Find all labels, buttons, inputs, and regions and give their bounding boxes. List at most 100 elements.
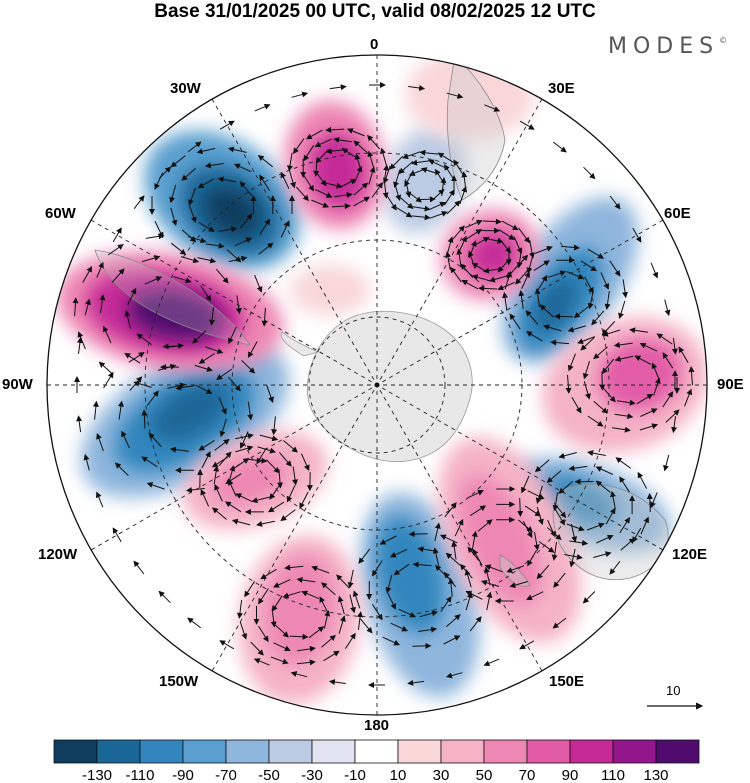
wind-arrow: [565, 374, 572, 394]
wind-arrow: [639, 423, 659, 431]
wind-arrow: [352, 590, 361, 609]
wind-arrow: [550, 339, 570, 346]
wind-arrow: [539, 304, 555, 318]
wind-arrow: [247, 401, 254, 421]
wind-arrow: [518, 227, 530, 244]
brand-text: MODES: [608, 34, 720, 59]
wind-arrow: [231, 518, 251, 526]
wind-arrow: [283, 440, 298, 453]
wind-arrow: [235, 295, 242, 315]
wind-arrow: [567, 325, 586, 333]
wind-arrow: [486, 591, 493, 611]
wind-arrow: [615, 457, 632, 469]
wind-arrow: [447, 577, 454, 597]
wind-arrow: [398, 196, 414, 210]
wind-arrow: [671, 337, 678, 355]
wind-arrow: [610, 490, 616, 510]
wind-arrow: [121, 430, 130, 449]
wind-arrow: [198, 221, 215, 232]
wind-arrow: [380, 147, 388, 167]
wind-arrow: [582, 360, 590, 380]
wind-arrow: [218, 451, 232, 467]
wind-arrow: [498, 238, 512, 254]
wind-arrow: [308, 626, 325, 639]
wind-arrow: [158, 590, 171, 604]
wind-arrow: [582, 591, 596, 604]
wind-arrow: [446, 614, 461, 627]
wind-arrow: [228, 465, 236, 484]
wind-arrow: [297, 645, 316, 652]
wind-arrow: [367, 150, 375, 170]
wind-arrow: [282, 591, 301, 599]
wind-arrow: [418, 626, 438, 633]
map-border: [46, 54, 708, 716]
wind-arrow: [609, 260, 621, 277]
anomaly-blob: [468, 232, 518, 278]
colorbar-swatch: [225, 739, 270, 764]
wind-arrow: [629, 327, 648, 334]
colorbar-tick-label: -70: [215, 767, 237, 783]
wind-arrow: [536, 564, 550, 580]
wind-arrow: [501, 220, 519, 231]
map-disc: [47, 55, 707, 715]
wind-arrow: [419, 149, 439, 156]
wind-arrow: [248, 457, 268, 464]
wind-arrow: [458, 235, 467, 254]
wind-arrow: [552, 141, 567, 153]
wind-arrow: [614, 355, 634, 362]
wind-arrow: [336, 574, 350, 589]
wind-arrow: [478, 285, 498, 292]
colorbar-swatch: [612, 739, 657, 764]
wind-arrow: [567, 353, 576, 372]
wind-arrow: [663, 454, 670, 472]
wind-arrow: [258, 588, 269, 605]
wind-arrow: [228, 376, 241, 392]
wind-arrow: [595, 480, 611, 493]
wind-arrow: [216, 368, 233, 380]
wind-arrow: [653, 377, 661, 396]
wind-arrow: [634, 355, 652, 366]
wind-arrow: [280, 509, 296, 522]
wind-arrow: [651, 362, 660, 381]
wind-arrow: [279, 452, 292, 467]
lon-label-120e: 120E: [672, 546, 708, 563]
wind-arrow: [472, 548, 483, 566]
wind-arrow: [519, 120, 535, 130]
wind-arrow: [173, 276, 192, 284]
lon-label-30e: 30E: [548, 80, 575, 97]
lon-label-90e: 90E: [717, 376, 744, 393]
lon-label-150e: 150E: [549, 673, 585, 690]
wind-arrow: [538, 541, 555, 553]
wind-arrow: [205, 346, 224, 354]
wind-arrow: [484, 104, 501, 112]
wind-arrow: [640, 408, 658, 417]
wind-arrow: [609, 195, 621, 210]
colorbar-swatch: [354, 739, 399, 764]
wind-arrow: [461, 279, 479, 290]
wind-arrow: [321, 634, 336, 648]
wind-arrow: [251, 496, 270, 504]
wind-arrow: [390, 622, 409, 632]
wind-arrow: [650, 262, 659, 279]
colorbar: -130 -110 -90 -70 -50 -30 -10 10 30 50 70 90 110 130: [53, 739, 700, 783]
lon-label-60w: 60W: [45, 205, 76, 222]
wind-arrow: [389, 155, 404, 170]
wind-arrow: [228, 479, 237, 497]
wind-arrow: [175, 384, 195, 391]
wind-arrow: [368, 166, 376, 185]
wind-arrow: [192, 330, 207, 344]
wind-arrow: [526, 591, 544, 600]
wind-arrow: [353, 196, 371, 207]
wind-arrow: [605, 507, 616, 525]
wind-arrow: [82, 266, 93, 283]
wind-arrow: [398, 608, 417, 618]
wind-arrow: [272, 579, 291, 588]
wind-arrow: [533, 531, 540, 551]
wind-arrow: [573, 306, 590, 319]
wind-arrow: [198, 353, 215, 364]
wind-arrow: [618, 300, 626, 320]
wind-arrow: [513, 236, 523, 255]
wind-arrow: [346, 128, 365, 137]
wind-arrow: [204, 162, 224, 169]
wind-arrow: [227, 146, 247, 153]
